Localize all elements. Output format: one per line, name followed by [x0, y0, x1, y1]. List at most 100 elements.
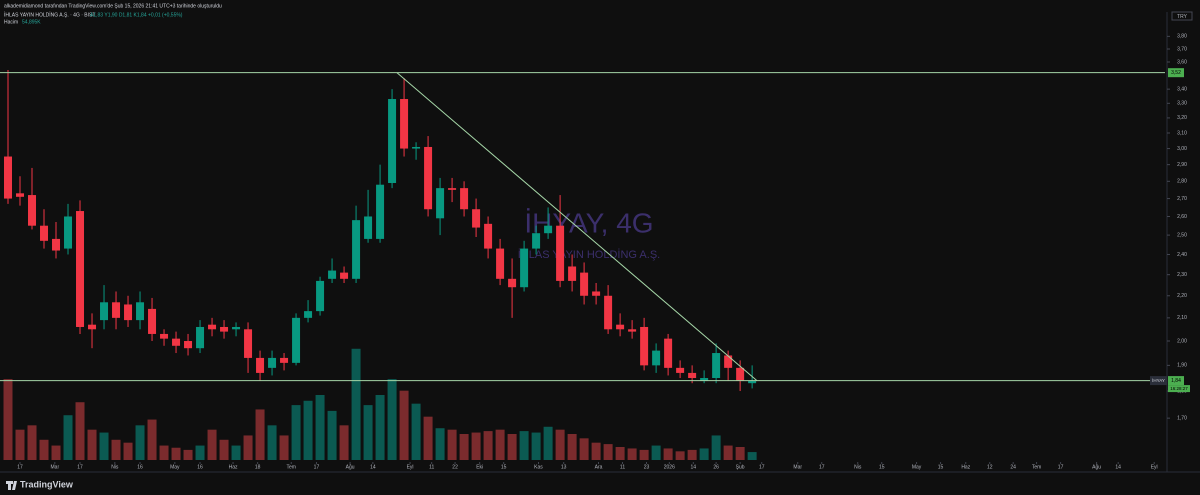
- x-tick-label: 14: [370, 464, 376, 470]
- candle-body: [472, 209, 481, 228]
- volume-bar: [363, 405, 373, 460]
- candle-body: [724, 355, 733, 368]
- candle-body: [364, 216, 373, 239]
- x-tick-label: 13: [561, 464, 567, 470]
- ohlc-text: A1,83 Y1,90 D1,81 K1,84 +0,01 (+0,55%): [90, 12, 183, 18]
- candle-body: [448, 188, 457, 190]
- volume-bar: [699, 448, 709, 460]
- volume-bar: [243, 435, 253, 460]
- candle-body: [160, 333, 169, 339]
- volume-bar: [735, 447, 745, 460]
- logo-icon: [6, 481, 17, 490]
- volume-bar: [531, 432, 541, 460]
- volume-bar: [579, 438, 589, 460]
- currency[interactable]: TRY: [1177, 14, 1188, 20]
- x-tick-label: 15: [938, 464, 944, 470]
- x-tick-label: 11: [429, 464, 434, 470]
- volume-bar: [207, 429, 217, 460]
- candle-body: [664, 338, 673, 368]
- volume-bar: [423, 416, 433, 460]
- volume-bar: [471, 432, 481, 460]
- candle-body: [76, 211, 85, 327]
- volume-bar: [603, 444, 613, 460]
- x-tick-label: 23: [644, 464, 650, 470]
- candle-body: [208, 324, 217, 330]
- volume-bar: [507, 434, 517, 460]
- x-tick-label: 26: [713, 464, 719, 470]
- candle-body: [268, 357, 277, 368]
- x-tick-label: May: [170, 464, 180, 470]
- candle-body: [496, 248, 505, 279]
- candle-body: [712, 353, 721, 379]
- candle-body: [616, 324, 625, 330]
- x-tick-label: 17: [759, 464, 765, 470]
- volume-bar: [483, 431, 493, 460]
- candle-body: [100, 302, 109, 321]
- y-tick-label: 2,90: [1177, 162, 1187, 168]
- volume-bar: [711, 435, 721, 460]
- volume-bar: [375, 395, 385, 460]
- candle-body: [736, 367, 745, 381]
- volume-bar: [135, 425, 145, 460]
- candle-body: [304, 311, 313, 318]
- volume-bar: [99, 432, 109, 460]
- candle-body: [4, 156, 13, 199]
- volume-bar: [123, 442, 133, 460]
- candle-body: [64, 216, 73, 249]
- candle-body: [532, 233, 541, 249]
- volume-bar: [327, 410, 337, 460]
- volume-bar: [447, 429, 457, 460]
- y-tick-label: 2,20: [1177, 293, 1187, 299]
- x-tick-label: Eki: [476, 464, 483, 470]
- watermark-company: İHLAS YAYIN HOLDİNG A.Ş.: [518, 248, 660, 261]
- volume-bar: [75, 402, 85, 460]
- candle-body: [196, 326, 205, 349]
- x-tick-label: Mar: [793, 464, 802, 470]
- candle-body: [580, 272, 589, 296]
- volume-bar: [519, 431, 529, 460]
- volume-name: Hacim: [4, 19, 18, 25]
- candle-body: [652, 350, 661, 366]
- x-tick-label: Tem: [1032, 464, 1041, 470]
- x-tick-label: Nis: [111, 464, 119, 470]
- x-tick-label: 17: [314, 464, 320, 470]
- candle-body: [52, 238, 61, 251]
- volume-bar: [267, 425, 277, 460]
- trendline: [396, 72, 758, 381]
- candle-body: [124, 304, 133, 321]
- candle-body: [460, 188, 469, 210]
- volume-bar: [291, 405, 301, 460]
- candle-body: [376, 184, 385, 239]
- x-tick-label: 17: [17, 464, 23, 470]
- volume-last: 54,895K: [22, 19, 41, 25]
- x-tick-label: May: [912, 464, 922, 470]
- candle-body: [700, 378, 709, 381]
- y-tick-label: 2,60: [1177, 214, 1187, 220]
- volume-bar: [51, 445, 61, 460]
- x-tick-label: Ara: [595, 464, 603, 470]
- candle-body: [244, 329, 253, 358]
- x-tick-label: 14: [1115, 464, 1121, 470]
- x-tick-label: Nis: [854, 464, 862, 470]
- y-tick-label: 3,80: [1177, 34, 1187, 40]
- symbol-tag: [1150, 376, 1167, 386]
- volume-bar: [663, 448, 673, 460]
- volume-bar: [315, 395, 325, 460]
- y-tick-label: 1,70: [1177, 415, 1187, 421]
- volume-bar: [231, 445, 241, 460]
- currency-box[interactable]: [1171, 11, 1193, 21]
- candle-body: [388, 99, 397, 183]
- volume-bar: [387, 379, 397, 460]
- x-tick-label: 11: [620, 464, 625, 470]
- candle-body: [184, 341, 193, 349]
- candle-body: [508, 278, 517, 288]
- candle-body: [232, 326, 241, 330]
- volume-bar: [399, 390, 409, 460]
- x-tick-label: Tem: [287, 464, 296, 470]
- y-tick-label: 1,90: [1177, 363, 1187, 369]
- x-tick-label: Ağu: [1092, 464, 1101, 470]
- y-tick-label: 2,80: [1177, 179, 1187, 185]
- candle-body: [484, 223, 493, 249]
